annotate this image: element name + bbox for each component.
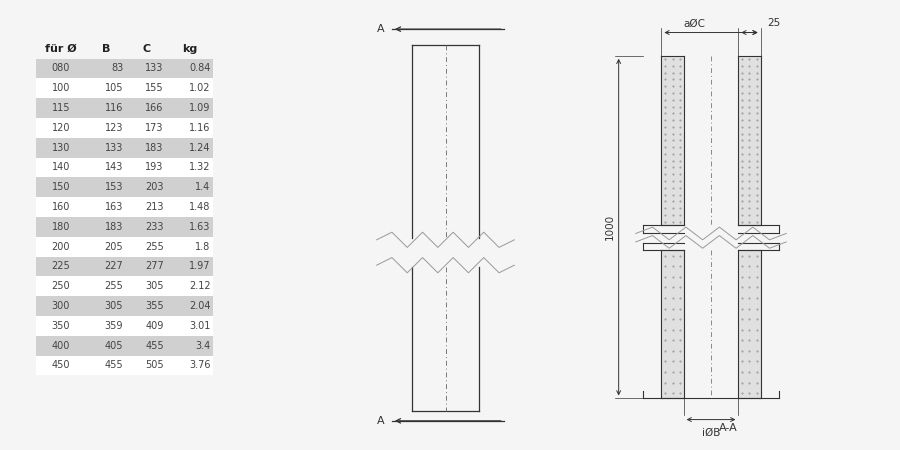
Text: aØC: aØC bbox=[683, 18, 705, 28]
FancyBboxPatch shape bbox=[36, 256, 213, 276]
Text: 160: 160 bbox=[51, 202, 70, 212]
FancyBboxPatch shape bbox=[36, 336, 213, 356]
Text: 120: 120 bbox=[51, 123, 70, 133]
Text: 350: 350 bbox=[51, 321, 70, 331]
Bar bbox=[662, 250, 684, 398]
Text: 1.48: 1.48 bbox=[189, 202, 211, 212]
Text: B: B bbox=[102, 44, 110, 54]
Text: für Ø: für Ø bbox=[45, 44, 76, 54]
Text: 250: 250 bbox=[51, 281, 70, 291]
FancyBboxPatch shape bbox=[36, 276, 213, 296]
Text: 3.76: 3.76 bbox=[189, 360, 211, 370]
Text: 205: 205 bbox=[104, 242, 123, 252]
Bar bbox=[662, 56, 684, 225]
Text: 183: 183 bbox=[105, 222, 123, 232]
FancyBboxPatch shape bbox=[36, 197, 213, 217]
Text: 143: 143 bbox=[105, 162, 123, 172]
Text: 193: 193 bbox=[146, 162, 164, 172]
Text: 1000: 1000 bbox=[605, 214, 615, 240]
FancyBboxPatch shape bbox=[36, 316, 213, 336]
Text: iØB: iØB bbox=[702, 428, 720, 438]
Text: 450: 450 bbox=[51, 360, 70, 370]
Text: 080: 080 bbox=[51, 63, 70, 73]
Text: A-A: A-A bbox=[719, 423, 737, 433]
Text: C: C bbox=[142, 44, 150, 54]
Text: 115: 115 bbox=[51, 103, 70, 113]
Text: 1.24: 1.24 bbox=[189, 143, 211, 153]
FancyBboxPatch shape bbox=[36, 356, 213, 375]
Text: 400: 400 bbox=[51, 341, 70, 351]
FancyBboxPatch shape bbox=[36, 138, 213, 157]
Text: 105: 105 bbox=[104, 83, 123, 93]
Text: 213: 213 bbox=[145, 202, 164, 212]
Text: 183: 183 bbox=[146, 143, 164, 153]
Text: 409: 409 bbox=[146, 321, 164, 331]
Text: 1.32: 1.32 bbox=[189, 162, 211, 172]
FancyBboxPatch shape bbox=[36, 58, 213, 78]
Text: 255: 255 bbox=[104, 281, 123, 291]
Text: 255: 255 bbox=[145, 242, 164, 252]
Text: A: A bbox=[376, 416, 384, 426]
Text: 123: 123 bbox=[104, 123, 123, 133]
Text: 83: 83 bbox=[111, 63, 123, 73]
Text: 173: 173 bbox=[145, 123, 164, 133]
Text: 2.12: 2.12 bbox=[189, 281, 211, 291]
Text: 150: 150 bbox=[51, 182, 70, 192]
Text: A: A bbox=[376, 24, 384, 34]
Text: 1.97: 1.97 bbox=[189, 261, 211, 271]
Text: 1.02: 1.02 bbox=[189, 83, 211, 93]
Text: 233: 233 bbox=[145, 222, 164, 232]
Text: 133: 133 bbox=[146, 63, 164, 73]
FancyBboxPatch shape bbox=[36, 118, 213, 138]
Text: 305: 305 bbox=[104, 301, 123, 311]
FancyBboxPatch shape bbox=[36, 217, 213, 237]
FancyBboxPatch shape bbox=[36, 237, 213, 256]
Text: 140: 140 bbox=[51, 162, 70, 172]
Text: 166: 166 bbox=[146, 103, 164, 113]
Text: 455: 455 bbox=[104, 360, 123, 370]
Text: 305: 305 bbox=[145, 281, 164, 291]
Text: 455: 455 bbox=[145, 341, 164, 351]
Text: 130: 130 bbox=[51, 143, 70, 153]
Text: 116: 116 bbox=[105, 103, 123, 113]
Text: 3.4: 3.4 bbox=[195, 341, 211, 351]
FancyBboxPatch shape bbox=[36, 177, 213, 197]
Text: 405: 405 bbox=[104, 341, 123, 351]
Text: 505: 505 bbox=[145, 360, 164, 370]
Text: 3.01: 3.01 bbox=[189, 321, 211, 331]
Text: 359: 359 bbox=[104, 321, 123, 331]
FancyBboxPatch shape bbox=[36, 158, 213, 177]
Text: 355: 355 bbox=[145, 301, 164, 311]
Text: 1.8: 1.8 bbox=[195, 242, 211, 252]
Text: 203: 203 bbox=[145, 182, 164, 192]
Bar bbox=[738, 56, 760, 225]
Text: 180: 180 bbox=[51, 222, 70, 232]
Text: 25: 25 bbox=[768, 18, 781, 28]
Text: kg: kg bbox=[183, 44, 197, 54]
Text: 300: 300 bbox=[51, 301, 70, 311]
Text: 100: 100 bbox=[51, 83, 70, 93]
FancyBboxPatch shape bbox=[36, 296, 213, 316]
Bar bbox=[738, 250, 760, 398]
Text: 0.84: 0.84 bbox=[189, 63, 211, 73]
Text: 153: 153 bbox=[104, 182, 123, 192]
Text: 155: 155 bbox=[145, 83, 164, 93]
Text: 1.16: 1.16 bbox=[189, 123, 211, 133]
Text: 133: 133 bbox=[105, 143, 123, 153]
Text: 277: 277 bbox=[145, 261, 164, 271]
FancyBboxPatch shape bbox=[36, 78, 213, 98]
FancyBboxPatch shape bbox=[36, 98, 213, 118]
Text: 227: 227 bbox=[104, 261, 123, 271]
Text: 2.04: 2.04 bbox=[189, 301, 211, 311]
Text: 200: 200 bbox=[51, 242, 70, 252]
Text: 163: 163 bbox=[105, 202, 123, 212]
Text: 1.63: 1.63 bbox=[189, 222, 211, 232]
Text: 225: 225 bbox=[51, 261, 70, 271]
Text: 1.4: 1.4 bbox=[195, 182, 211, 192]
Text: 1.09: 1.09 bbox=[189, 103, 211, 113]
